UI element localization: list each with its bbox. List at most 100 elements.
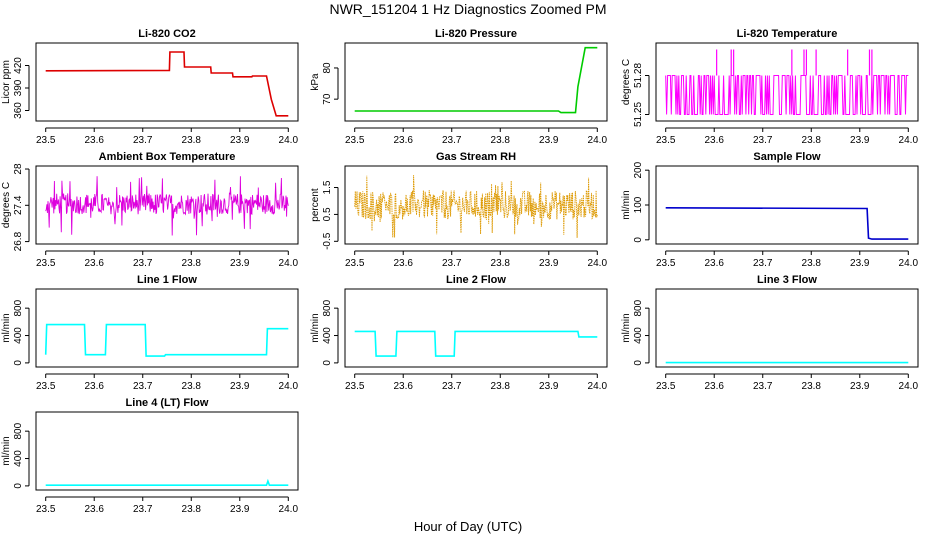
x-tick-label: 23.8 <box>182 381 202 392</box>
x-tick-label: 23.7 <box>133 135 153 146</box>
x-tick-label: 23.9 <box>539 135 559 146</box>
x-tick-label: 23.7 <box>442 135 462 146</box>
x-tick-label: 23.5 <box>36 381 56 392</box>
x-tick-label: 23.5 <box>656 135 676 146</box>
y-tick-label: 28 <box>13 163 24 175</box>
panel-title: Gas Stream RH <box>436 151 516 163</box>
y-tick-label: 200 <box>633 161 644 178</box>
y-axis-label: ml/min <box>1 436 12 465</box>
x-tick-label: 24.0 <box>279 135 299 146</box>
y-tick-label: 0 <box>13 360 24 366</box>
x-tick-label: 23.8 <box>802 381 822 392</box>
y-tick-label: 800 <box>13 299 24 316</box>
panel-li-820-pressure: Li-820 Pressure 23.5 23.6 23.7 23.8 23.9 24.0 7… <box>310 28 608 146</box>
plot-frame <box>344 165 608 245</box>
y-tick-label: 51.28 <box>633 63 644 88</box>
x-tick-label: 23.5 <box>345 258 365 269</box>
x-tick-label: 23.8 <box>182 135 202 146</box>
y-tick-label: 1.5 <box>322 180 333 194</box>
y-tick-label: 26.8 <box>13 231 24 251</box>
x-tick-label: 23.8 <box>491 135 511 146</box>
y-tick-label: 0 <box>633 237 644 243</box>
y-tick-label: 70 <box>322 93 333 105</box>
x-tick-label: 23.8 <box>182 258 202 269</box>
x-tick-label: 24.0 <box>588 381 608 392</box>
y-tick-label: 420 <box>13 57 24 74</box>
panel-line-2-flow: Line 2 Flow 23.5 23.6 23.7 23.8 23.9 24.0 0 400 8… <box>310 274 608 392</box>
y-axis-label: ml/min <box>621 313 632 342</box>
y-axis-label: kPa <box>310 73 321 91</box>
x-tick-label: 24.0 <box>588 135 608 146</box>
x-tick-label: 24.0 <box>899 135 919 146</box>
x-tick-label: 23.6 <box>393 381 413 392</box>
series-line <box>354 46 598 114</box>
panel-gas-stream-rh: Gas Stream RH 23.5 23.6 23.7 23.8 23.9 24.0 -0.… <box>310 151 608 269</box>
series-line <box>354 175 598 238</box>
series-line <box>665 75 909 115</box>
panel-sample-flow: Sample Flow 23.5 23.6 23.7 23.8 23.9 24.0 0 100 2… <box>621 151 919 269</box>
panel-title: Line 1 Flow <box>137 274 197 286</box>
y-axis-label: ml/min <box>310 313 321 342</box>
y-tick-label: 0 <box>13 483 24 489</box>
panel-line-4-lt-flow: Line 4 (LT) Flow 23.5 23.6 23.7 23.8 23.9 24.0… <box>1 397 299 515</box>
plot-frame <box>35 288 299 368</box>
x-tick-label: 24.0 <box>588 258 608 269</box>
x-tick-label: 23.5 <box>345 135 365 146</box>
x-tick-label: 23.7 <box>753 135 773 146</box>
panel-title: Ambient Box Temperature <box>99 151 236 163</box>
x-tick-label: 23.5 <box>36 135 56 146</box>
x-tick-label: 23.7 <box>442 381 462 392</box>
x-tick-label: 23.6 <box>393 135 413 146</box>
y-tick-label: 360 <box>13 102 24 119</box>
x-tick-label: 23.8 <box>802 135 822 146</box>
y-tick-label: 390 <box>13 79 24 96</box>
x-tick-label: 24.0 <box>279 381 299 392</box>
y-axis-label: Licor ppm <box>1 60 12 104</box>
panel-group: Li-820 CO2 23.5 23.6 23.7 23.8 23.9 24.0 360 390… <box>1 28 919 515</box>
x-tick-label: 24.0 <box>279 258 299 269</box>
x-tick-label: 24.0 <box>899 258 919 269</box>
x-tick-label: 23.7 <box>133 381 153 392</box>
x-tick-label: 23.5 <box>36 504 56 515</box>
x-tick-label: 23.7 <box>753 381 773 392</box>
x-tick-label: 23.6 <box>84 381 104 392</box>
series-line <box>44 323 289 357</box>
series-line <box>354 330 598 357</box>
x-tick-label: 23.9 <box>230 381 250 392</box>
plot-frame <box>344 288 608 368</box>
x-tick-label: 23.5 <box>36 258 56 269</box>
plot-frame <box>35 411 299 491</box>
y-tick-label: 400 <box>322 327 333 344</box>
panel-title: Sample Flow <box>753 151 821 163</box>
x-tick-label: 23.8 <box>491 258 511 269</box>
x-tick-label: 23.5 <box>656 258 676 269</box>
x-tick-label: 23.9 <box>850 381 870 392</box>
panel-line-1-flow: Line 1 Flow 23.5 23.6 23.7 23.8 23.9 24.0 0 400 8… <box>1 274 299 392</box>
y-tick-label: 51.25 <box>633 102 644 127</box>
x-tick-label: 23.9 <box>230 258 250 269</box>
figure-title: NWR_151204 1 Hz Diagnostics Zoomed PM <box>329 1 606 17</box>
panel-li-820-temperature: Li-820 Temperature 23.5 23.6 23.7 23.8 23.9 24… <box>621 28 919 146</box>
panel-li-820-co2: Li-820 CO2 23.5 23.6 23.7 23.8 23.9 24.0 360 390… <box>1 28 299 146</box>
x-tick-label: 23.7 <box>133 504 153 515</box>
series-line <box>45 478 289 486</box>
plot-frame <box>655 288 919 368</box>
plot-frame <box>35 42 299 122</box>
y-axis-label: percent <box>310 188 321 222</box>
x-tick-label: 23.7 <box>753 258 773 269</box>
x-tick-label: 23.6 <box>84 258 104 269</box>
x-tick-label: 23.9 <box>539 381 559 392</box>
x-tick-label: 23.9 <box>850 135 870 146</box>
x-tick-label: 23.8 <box>802 258 822 269</box>
y-tick-label: 800 <box>633 299 644 316</box>
figure-x-axis-label: Hour of Day (UTC) <box>414 519 522 534</box>
x-tick-label: 23.7 <box>133 258 153 269</box>
plot-frame <box>655 165 919 245</box>
y-tick-label: 0 <box>633 360 644 366</box>
x-tick-label: 23.5 <box>656 381 676 392</box>
x-tick-label: 23.8 <box>182 504 202 515</box>
y-tick-label: 800 <box>322 299 333 316</box>
x-tick-label: 24.0 <box>899 381 919 392</box>
panel-title: Li-820 Pressure <box>435 28 517 40</box>
